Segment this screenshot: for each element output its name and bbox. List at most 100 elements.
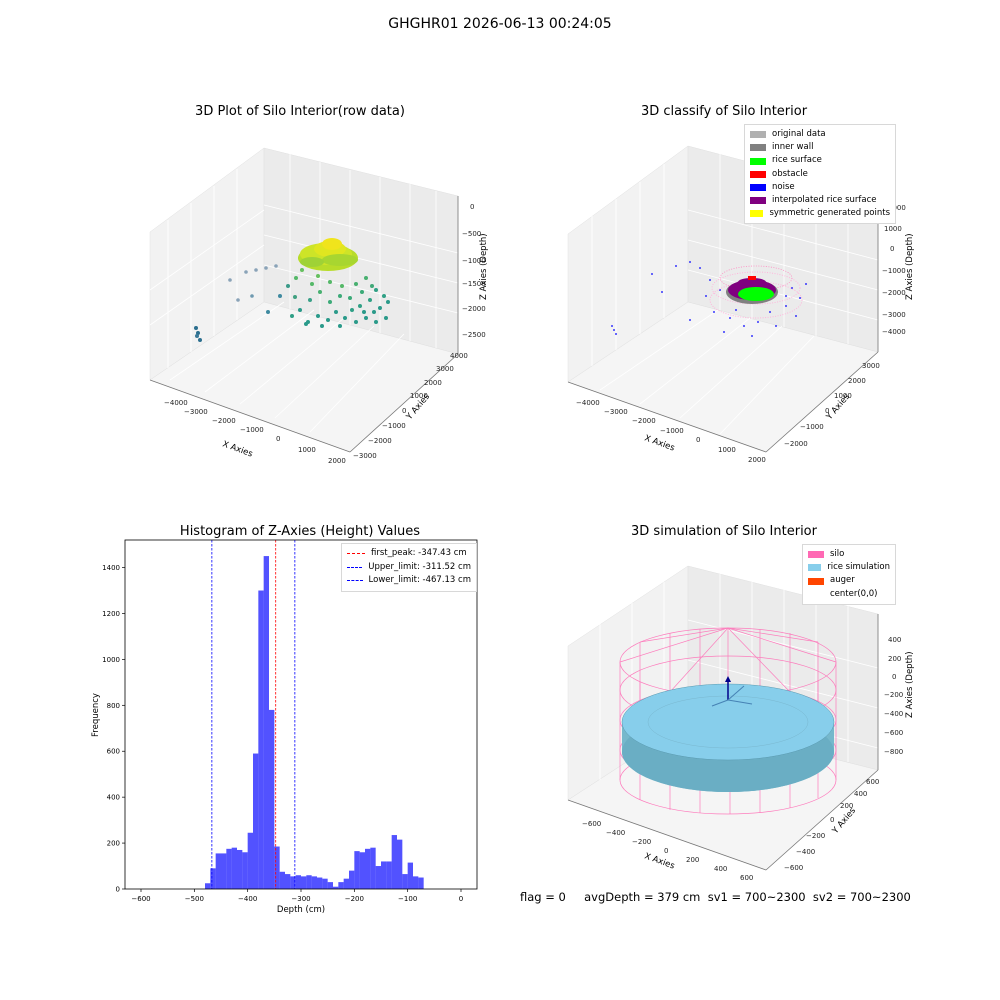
classify-plot-title: 3D classify of Silo Interior <box>640 104 808 119</box>
svg-text:−1000: −1000 <box>882 267 906 275</box>
svg-text:−500: −500 <box>462 230 481 238</box>
histogram-bar <box>237 849 243 889</box>
svg-text:0: 0 <box>402 407 406 415</box>
svg-text:2000: 2000 <box>888 204 906 212</box>
legend-entry: first_peak: -347.43 cm <box>347 547 471 561</box>
histogram-legend: first_peak: -347.43 cm Upper_limit: -311… <box>341 543 477 592</box>
svg-text:−2000: −2000 <box>462 305 486 313</box>
histogram-bar <box>381 861 387 889</box>
svg-text:−600: −600 <box>582 820 601 828</box>
legend-entry: original data <box>750 128 890 141</box>
svg-text:−200: −200 <box>806 832 825 840</box>
histogram-x-tick: −400 <box>238 895 257 903</box>
histogram-bar <box>333 886 339 889</box>
histogram-bar <box>359 852 365 889</box>
legend-entry: rice surface <box>750 154 890 167</box>
svg-text:1000: 1000 <box>298 446 316 454</box>
svg-text:−400: −400 <box>606 829 625 837</box>
svg-text:400: 400 <box>714 865 727 873</box>
histogram-x-tick: 0 <box>459 895 463 903</box>
histogram-bar <box>327 882 333 889</box>
histogram-y-tick: 1200 <box>102 610 120 618</box>
svg-text:400: 400 <box>888 636 901 644</box>
raw-plot-title: 3D Plot of Silo Interior(row data) <box>195 104 405 119</box>
svg-text:−2000: −2000 <box>212 417 236 425</box>
svg-text:0: 0 <box>825 407 829 415</box>
legend-entry: symmetric generated points <box>750 207 890 220</box>
svg-text:−4000: −4000 <box>882 328 906 336</box>
histogram-bar <box>391 835 397 889</box>
simulation-plot-title: 3D simulation of Silo Interior <box>631 524 817 539</box>
svg-text:2000: 2000 <box>424 379 442 387</box>
svg-text:−2000: −2000 <box>882 289 906 297</box>
classify-3d-plot[interactable]: −4000 −3000 −2000 −1000 0 1000 2000 X Ax… <box>500 120 1000 480</box>
svg-text:−4000: −4000 <box>576 399 600 407</box>
svg-text:−2000: −2000 <box>784 440 808 448</box>
svg-text:−1000: −1000 <box>382 422 406 430</box>
simulation-y-ticks: −600 −400 −200 0 200 400 600 <box>784 778 879 872</box>
histogram-bar <box>349 870 355 889</box>
histogram-bar <box>397 839 403 889</box>
rice-simulation-surface <box>621 683 835 792</box>
histogram-bar <box>354 851 360 889</box>
histogram-y-tick: 1400 <box>102 564 120 572</box>
histogram-bar <box>418 877 424 889</box>
svg-text:200: 200 <box>840 802 853 810</box>
auger <box>711 676 753 707</box>
histogram-bar <box>215 853 221 889</box>
histogram-bar <box>365 848 371 889</box>
histogram-bar <box>386 861 392 889</box>
histogram-x-tick: −300 <box>291 895 310 903</box>
svg-text:−400: −400 <box>796 848 815 856</box>
legend-entry: obstacle <box>750 168 890 181</box>
histogram-chart[interactable]: −600 −500 −400 −300 −200 −100 0 0 200 400 600 800 1… <box>0 520 500 920</box>
histogram-bar <box>247 832 253 889</box>
svg-text:600: 600 <box>866 778 879 786</box>
histogram-y-tick: 200 <box>107 840 120 848</box>
raw-x-label: X Axies <box>221 439 254 459</box>
simulation-x-ticks: −600 −400 −200 0 200 400 600 <box>582 820 753 882</box>
legend-entry: interpolated rice surface <box>750 194 890 207</box>
raw-3d-plot[interactable]: −4000 −3000 −2000 −1000 0 1000 2000 X Ax… <box>0 120 500 480</box>
histogram-bar <box>285 874 291 889</box>
legend-entry: inner wall <box>750 141 890 154</box>
svg-text:−3000: −3000 <box>184 408 208 416</box>
svg-text:3000: 3000 <box>436 365 454 373</box>
svg-text:−1000: −1000 <box>240 426 264 434</box>
classify-x-ticks: −4000 −3000 −2000 −1000 0 1000 2000 <box>576 399 766 464</box>
classify-y-ticks: −2000 −1000 0 1000 2000 3000 <box>784 362 880 448</box>
classify-x-label: X Axies <box>643 433 676 453</box>
svg-text:0: 0 <box>276 435 280 443</box>
histogram-bar <box>338 882 344 889</box>
svg-text:2000: 2000 <box>328 457 346 465</box>
svg-text:−1500: −1500 <box>462 280 486 288</box>
histogram-bar <box>370 847 376 889</box>
histogram-bar <box>258 590 264 889</box>
svg-text:−800: −800 <box>884 748 903 756</box>
legend-entry: Lower_limit: -467.13 cm <box>347 574 471 588</box>
svg-text:1000: 1000 <box>718 446 736 454</box>
legend-entry: silo <box>808 548 890 561</box>
raw-z-label: Z Axies (Depth) <box>479 233 489 300</box>
legend-entry: noise <box>750 181 890 194</box>
raw-scatter-points <box>194 256 390 342</box>
legend-entry: Upper_limit: -311.52 cm <box>347 561 471 575</box>
histogram-bar <box>290 876 296 889</box>
svg-text:1000: 1000 <box>410 392 428 400</box>
svg-text:200: 200 <box>888 655 901 663</box>
svg-text:200: 200 <box>686 856 699 864</box>
histogram-y-tick: 800 <box>107 702 120 710</box>
histogram-bar <box>295 875 301 889</box>
histogram-bar <box>279 871 285 889</box>
svg-text:−3000: −3000 <box>882 311 906 319</box>
histogram-bar <box>317 877 323 889</box>
simulation-legend: silo rice simulation auger center(0,0) <box>802 544 896 605</box>
classify-z-label: Z Axies (Depth) <box>905 233 915 300</box>
simulation-3d-plot[interactable]: −600 −400 −200 0 200 400 600 X Axies −60… <box>500 540 1000 890</box>
svg-text:2000: 2000 <box>848 377 866 385</box>
svg-text:0: 0 <box>830 816 834 824</box>
legend-entry: center(0,0) <box>830 588 878 599</box>
raw-x-ticks: −4000 −3000 −2000 −1000 0 1000 2000 <box>164 399 346 465</box>
histogram-bar <box>253 753 259 889</box>
simulation-z-ticks: 400 200 0 −200 −400 −600 −800 <box>884 636 903 756</box>
